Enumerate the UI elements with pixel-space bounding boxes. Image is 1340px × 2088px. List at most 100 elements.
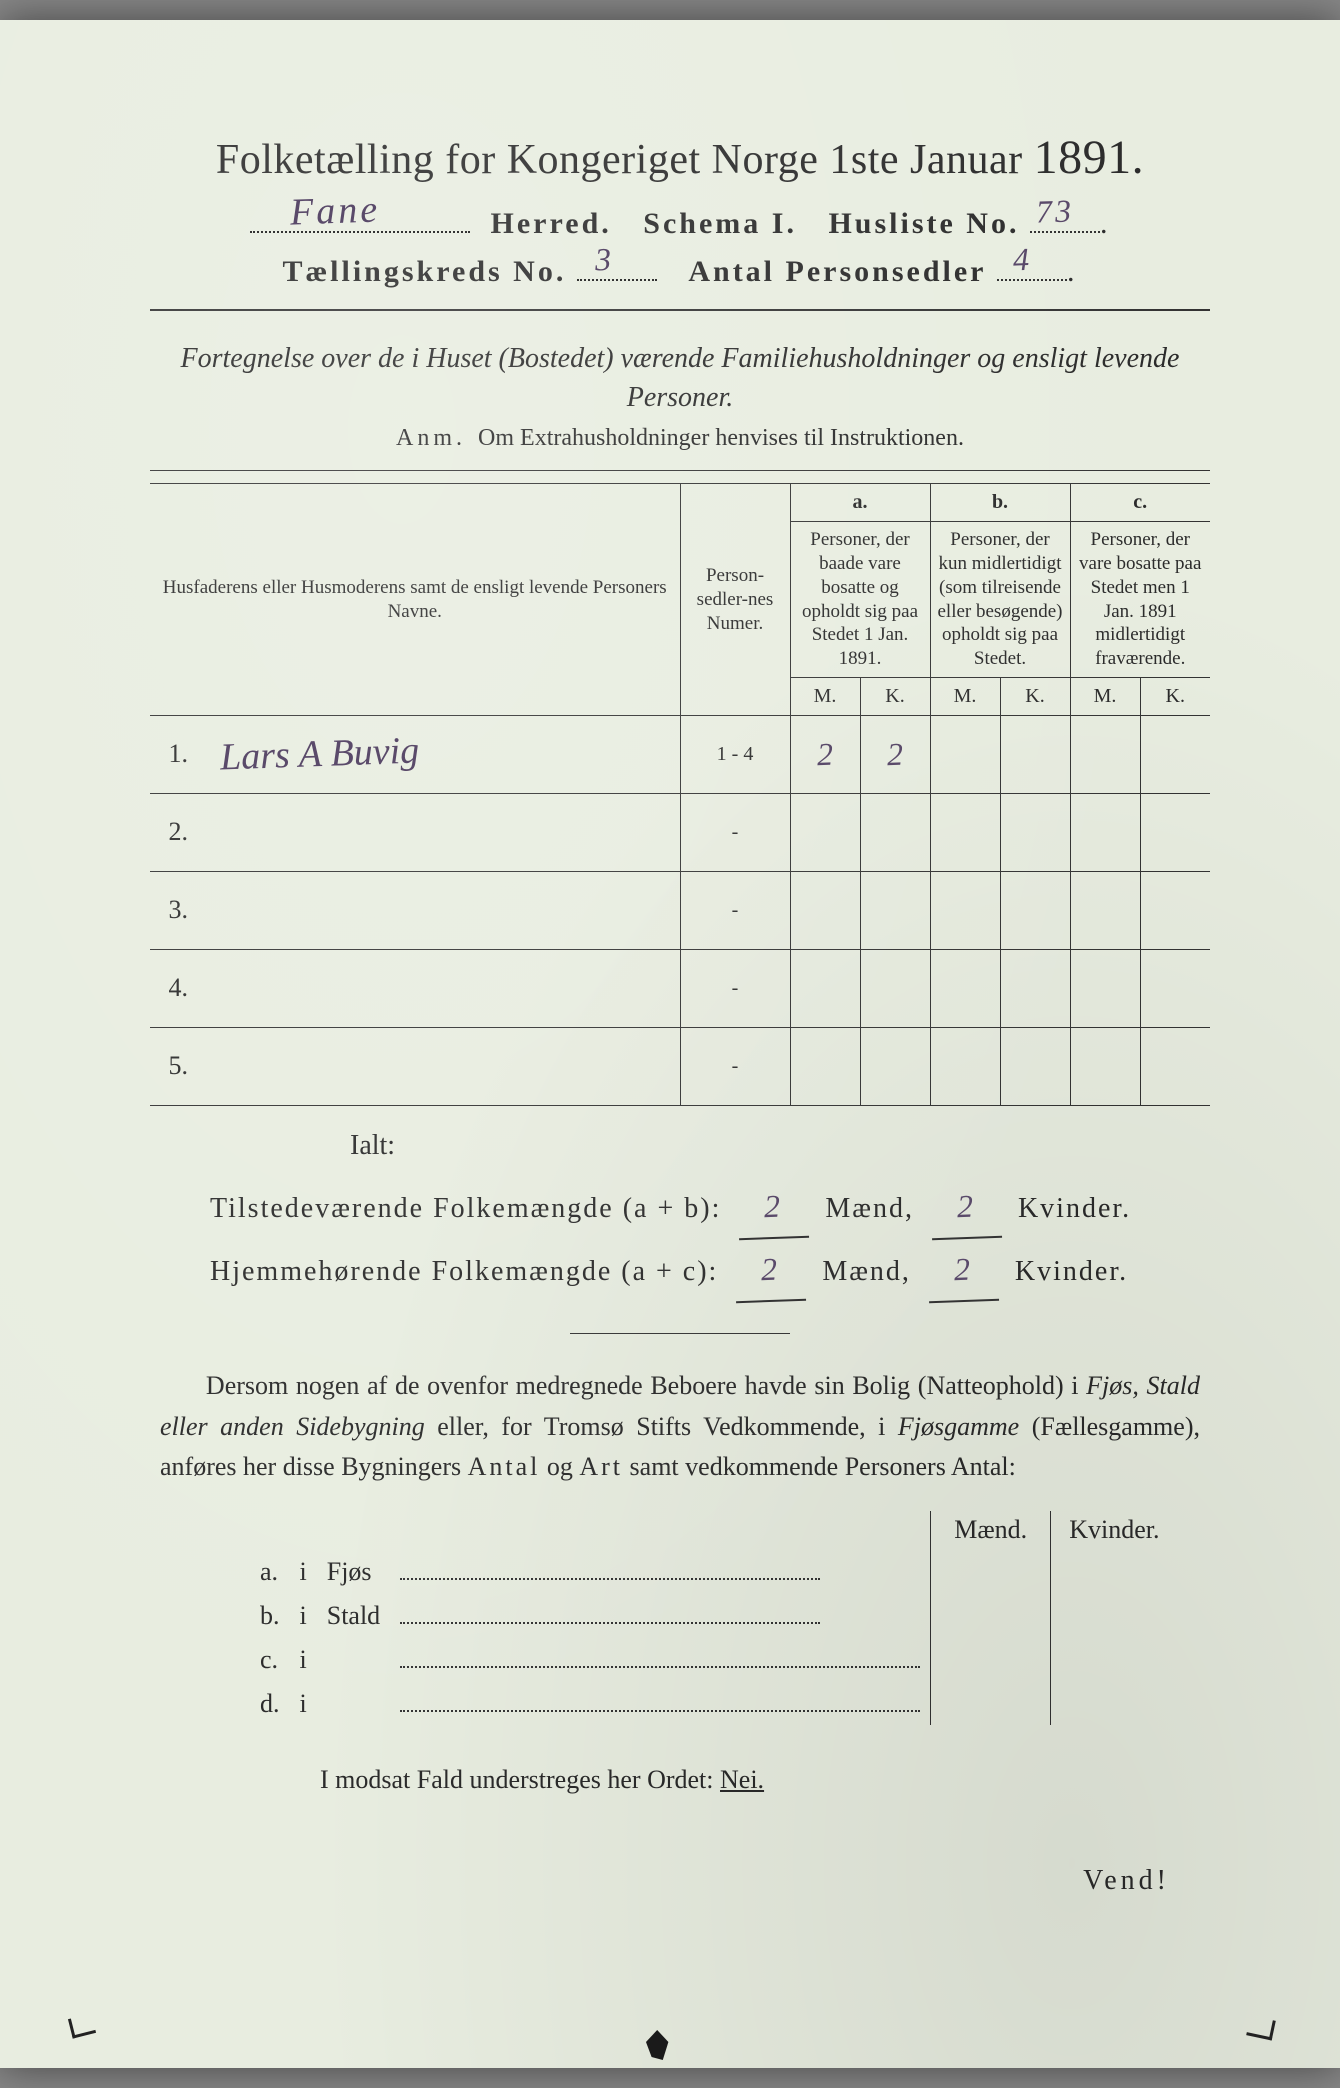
totals-block: Tilstedeværende Folkemængde (a + b): 2 M… [210, 1176, 1210, 1302]
schema-label: Schema I. [643, 207, 797, 240]
row-number: 2. [150, 793, 196, 871]
personsedler-cell: 1 - 4 [680, 715, 790, 793]
cK-cell [1140, 1027, 1210, 1105]
husliste-label: Husliste No. [828, 207, 1019, 240]
fjos-i: i [290, 1549, 317, 1593]
personsedler-cell: - [680, 793, 790, 871]
name-cell [196, 949, 680, 1027]
anm-text: Om Extrahusholdninger henvises til Instr… [478, 425, 964, 451]
fjos-letter: b. [250, 1593, 290, 1637]
paper-tear [643, 2030, 671, 2060]
col-cM: M. [1070, 677, 1140, 715]
totals-ab-label: Tilstedeværende Folkemængde (a + b): [210, 1193, 721, 1224]
col-pn-header: Person-sedler-nes Numer. [680, 484, 790, 716]
divider [150, 470, 1210, 471]
name-cell [196, 793, 680, 871]
col-c-header: Personer, der vare bosatte paa Stedet me… [1070, 522, 1210, 678]
cK-cell [1140, 793, 1210, 871]
husliste-blank: 73 [1030, 203, 1100, 233]
col-c-top: c. [1070, 484, 1210, 522]
nei-line: I modsat Fald understreges her Ordet: Ne… [320, 1765, 1210, 1795]
fjos-row: c.i [250, 1637, 1177, 1681]
table-row: 2. - [150, 793, 1210, 871]
title-text: Folketælling for Kongeriget Norge 1ste J… [216, 137, 1023, 183]
bK-cell [1000, 715, 1070, 793]
bM-cell [930, 793, 1000, 871]
fjos-m-cell [931, 1549, 1051, 1593]
maend-label: Mænd, [825, 1193, 914, 1224]
fjos-k-cell [1051, 1637, 1178, 1681]
fjos-maend-header: Mænd. [931, 1511, 1051, 1549]
cM-cell [1070, 949, 1140, 1027]
aM-cell: 2 [790, 715, 860, 793]
aM-cell [790, 1027, 860, 1105]
col-a-top: a. [790, 484, 930, 522]
fjos-m-cell [931, 1681, 1051, 1725]
fjos-letter: a. [250, 1549, 290, 1593]
kreds-line: Tællingskreds No. 3 Antal Personsedler 4… [150, 251, 1210, 289]
title-year: 1891. [1034, 131, 1145, 184]
totals-line-ab: Tilstedeværende Folkemængde (a + b): 2 M… [210, 1176, 1210, 1239]
col-bM: M. [930, 677, 1000, 715]
name-cell [196, 1027, 680, 1105]
fjos-letter: c. [250, 1637, 290, 1681]
aK-cell [860, 1027, 930, 1105]
col-aK: K. [860, 677, 930, 715]
totals-ab-m: 2 [737, 1175, 809, 1240]
bK-cell [1000, 949, 1070, 1027]
cK-cell [1140, 715, 1210, 793]
table-body: 1.Lars A Buvig1 - 4222.-3.-4.-5.- [150, 715, 1210, 1105]
herred-line: Fane Herred. Schema I. Husliste No. 73 . [150, 203, 1210, 241]
kvinder-label: Kvinder. [1018, 1193, 1131, 1224]
table-row: 4.- [150, 949, 1210, 1027]
bK-cell [1000, 871, 1070, 949]
fjos-i: i [290, 1681, 317, 1725]
ialt-label: Ialt: [350, 1130, 1210, 1162]
bM-cell [930, 1027, 1000, 1105]
name-cell: Lars A Buvig [196, 715, 680, 793]
kreds-handwritten: 3 [594, 241, 614, 279]
cM-cell [1070, 1027, 1140, 1105]
fjos-type [317, 1637, 390, 1681]
kvinder-label: Kvinder. [1015, 1256, 1128, 1287]
kreds-label: Tællingskreds No. [283, 255, 567, 288]
bM-cell [930, 715, 1000, 793]
name-handwritten: Lars A Buvig [219, 729, 420, 780]
row-number: 5. [150, 1027, 196, 1105]
row-number: 3. [150, 871, 196, 949]
fjos-k-cell [1051, 1549, 1178, 1593]
table-row: 1.Lars A Buvig1 - 422 [150, 715, 1210, 793]
fjos-dots [390, 1637, 931, 1681]
totals-ab-k: 2 [930, 1175, 1002, 1240]
fjos-k-cell [1051, 1593, 1178, 1637]
table-row: 3. - [150, 871, 1210, 949]
husliste-handwritten: 73 [1035, 192, 1074, 230]
aK-cell [860, 949, 930, 1027]
fjos-type: Fjøs [317, 1549, 390, 1593]
anm-line: Anm. Om Extrahusholdninger henvises til … [150, 425, 1210, 452]
bM-cell [930, 871, 1000, 949]
herred-label: Herred. [491, 207, 612, 240]
nei-text: I modsat Fald understreges her Ordet: [320, 1765, 714, 1794]
totals-line-ac: Hjemmehørende Folkemængde (a + c): 2 Mæn… [210, 1239, 1210, 1302]
personsedler-cell: - [680, 1027, 790, 1105]
bK-cell [1000, 793, 1070, 871]
personsedler-cell: - [680, 949, 790, 1027]
aM-cell [790, 871, 860, 949]
name-cell [196, 871, 680, 949]
cM-cell [1070, 871, 1140, 949]
fjos-dots [390, 1549, 931, 1593]
cK-cell [1140, 871, 1210, 949]
fjos-row: a.iFjøs [250, 1549, 1177, 1593]
antal-label: Antal Personsedler [688, 255, 986, 288]
col-cK: K. [1140, 677, 1210, 715]
fjos-dots [390, 1681, 931, 1725]
col-b-header: Personer, der kun midlertidigt (som tilr… [930, 522, 1070, 678]
corner-mark [68, 2013, 96, 2038]
fortegnelse-heading: Fortegnelse over de i Huset (Bostedet) v… [150, 339, 1210, 417]
divider [150, 309, 1210, 311]
herred-handwritten: Fane [289, 187, 381, 234]
personsedler-cell: - [680, 871, 790, 949]
bM-cell [930, 949, 1000, 1027]
aM-cell [790, 949, 860, 1027]
